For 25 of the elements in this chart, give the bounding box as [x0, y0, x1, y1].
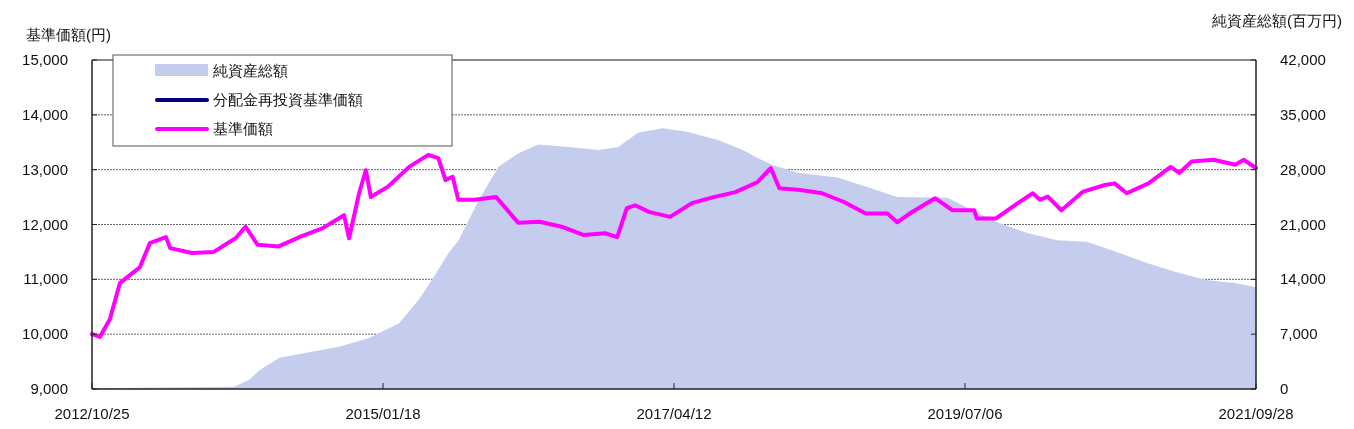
y-tick-label: 13,000 — [22, 160, 68, 178]
y2-tick-label: 14,000 — [1280, 270, 1326, 288]
x-tick-label: 2015/01/18 — [345, 405, 421, 422]
line-series — [90, 152, 1258, 339]
legend-label: 分配金再投資基準価額 — [213, 91, 363, 108]
x-tick-label: 2021/09/28 — [1218, 405, 1294, 422]
y-tick-label: 9,000 — [30, 380, 68, 397]
x-tick-label: 2012/10/25 — [54, 405, 130, 422]
y2-tick-label: 35,000 — [1280, 105, 1326, 123]
legend-label: 基準価額 — [213, 120, 273, 137]
legend-label: 純資産総額 — [213, 62, 288, 79]
x-tick-label: 2019/07/06 — [927, 405, 1003, 422]
y2-axis-title: 純資産総額(百万円) — [1212, 12, 1342, 29]
y-tick-label: 14,000 — [22, 105, 68, 123]
y-axis-title: 基準価額(円) — [26, 26, 111, 43]
y2-tick-label: 28,000 — [1280, 160, 1326, 178]
y-tick-label: 10,000 — [22, 325, 68, 343]
y-tick-label: 15,000 — [22, 51, 68, 68]
y2-tick-label: 7,000 — [1280, 325, 1318, 343]
x-tick-label: 2017/04/12 — [636, 405, 712, 422]
y2-tick-label: 0 — [1280, 380, 1289, 397]
y-tick-label: 11,000 — [23, 270, 68, 288]
y2-tick-label: 42,000 — [1280, 51, 1326, 68]
y2-tick-label: 21,000 — [1280, 215, 1326, 233]
y-tick-label: 12,000 — [22, 215, 68, 233]
